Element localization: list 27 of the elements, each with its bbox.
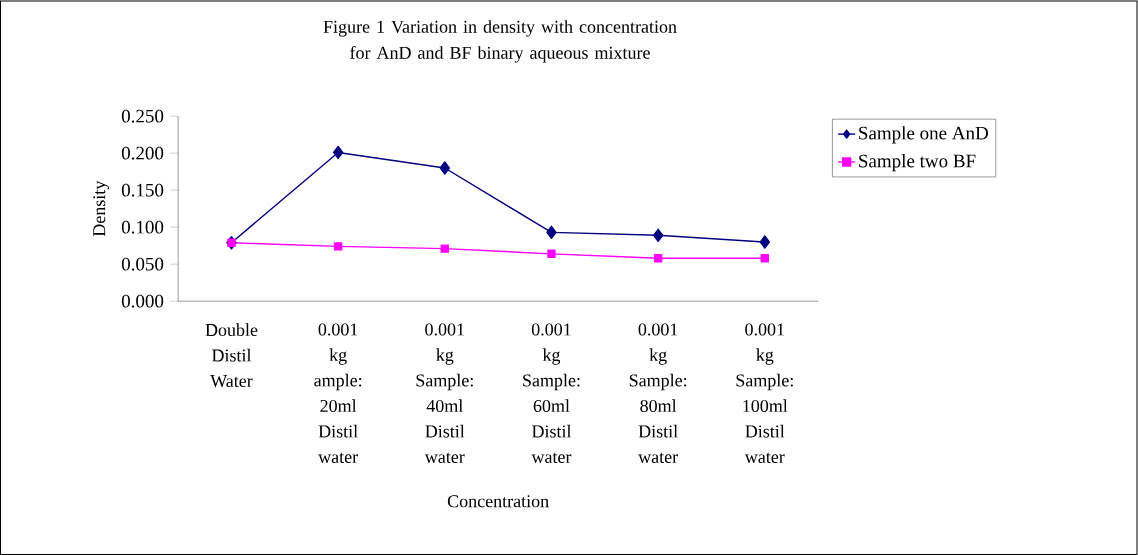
x-axis-title: Concentration bbox=[447, 495, 549, 508]
y-tick-label: 0.150 bbox=[121, 183, 164, 197]
x-tick-label: 0.001 kg Sample: 100ml Distil water bbox=[736, 323, 793, 464]
point bbox=[332, 145, 344, 160]
y-axis-title: Density bbox=[93, 180, 109, 237]
point bbox=[653, 254, 663, 263]
point bbox=[546, 225, 557, 240]
point bbox=[652, 228, 664, 243]
point bbox=[439, 161, 450, 175]
point bbox=[547, 249, 556, 259]
y-tick-label: 0.250 bbox=[121, 109, 164, 123]
point bbox=[760, 254, 770, 263]
point bbox=[759, 235, 771, 249]
x-tick-label: 0.001 kg Sample: 40ml Distil water bbox=[416, 323, 473, 464]
x-tick-label: 0.001 kg ample: 20ml Distil water bbox=[314, 323, 362, 464]
point bbox=[333, 242, 343, 251]
chart-title: Figure 1 Variation in density with concentration for AnD and BF binary aqueous mixture bbox=[323, 20, 677, 63]
x-tick-label: 0.001 kg Sample: 60ml Distil water bbox=[523, 323, 580, 464]
x-tick-label: 0.001 kg Sample: 80ml Distil water bbox=[629, 323, 687, 464]
x-tick-label: Double Distil Water bbox=[205, 323, 258, 388]
legend-label: Sample one AnD bbox=[859, 126, 988, 144]
y-tick-label: 0.200 bbox=[121, 146, 164, 160]
y-tick-label: 0.050 bbox=[121, 257, 164, 271]
y-tick-label: 0.100 bbox=[121, 220, 164, 234]
y-tick-label: 0.000 bbox=[121, 294, 164, 308]
point bbox=[440, 244, 449, 253]
legend-label: Sample two BF bbox=[859, 154, 976, 172]
